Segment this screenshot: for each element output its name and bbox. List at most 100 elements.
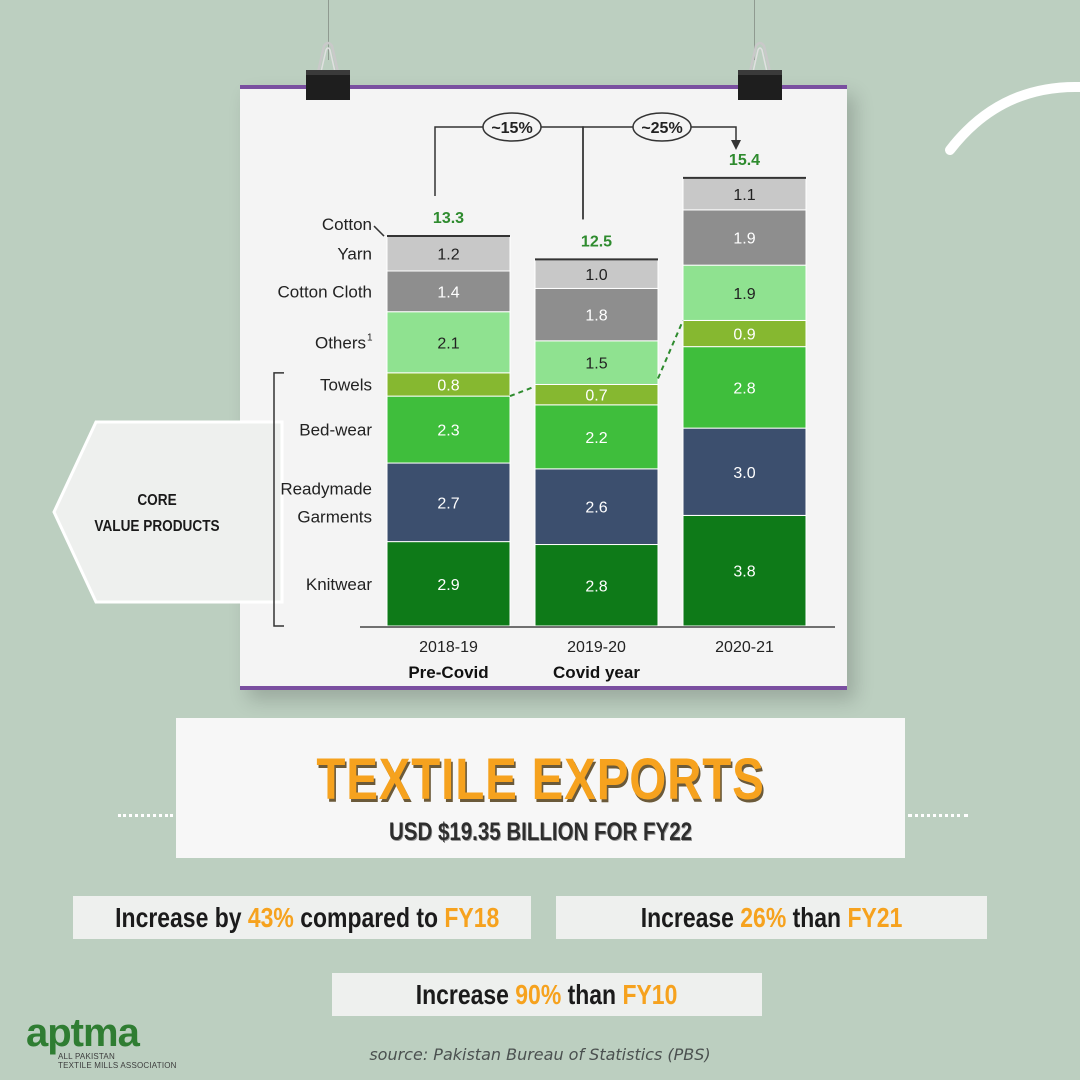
title-box: TEXTILE EXPORTS USD $19.35 BILLION FOR F…: [176, 718, 905, 858]
bar-segment-others: [386, 311, 511, 374]
growth-oval: [482, 112, 542, 142]
bar-segment-yarn: [682, 177, 807, 211]
bar-segment-cotton-cloth: [682, 209, 807, 266]
bar-segment-others: [682, 264, 807, 321]
pill-text: Increase: [640, 902, 741, 933]
binder-clip-icon: [306, 41, 350, 100]
bar-segment-yarn: [534, 258, 659, 289]
series-label: Readymade: [280, 479, 372, 498]
data-label: 0.7: [585, 388, 607, 405]
series-label: Bed-wear: [299, 421, 372, 440]
binder-clip-icon: [738, 41, 782, 100]
pill-text: than: [561, 979, 623, 1010]
data-label: 1.9: [733, 231, 755, 248]
growth-arrowhead: [731, 140, 741, 150]
pill-reference: FY18: [444, 902, 500, 933]
series-label: Yarn: [337, 245, 372, 264]
logo-subtitle-line2: TEXTILE MILLS ASSOCIATION: [58, 1061, 177, 1070]
page-title: TEXTILE EXPORTS: [316, 747, 765, 812]
core-label-line2: VALUE PRODUCTS: [94, 518, 220, 535]
stat-pill-fy18: Increase by 43% compared to FY18: [73, 896, 531, 939]
total-label: 13.3: [433, 210, 464, 227]
data-label: 2.8: [585, 578, 607, 595]
data-label: 1.1: [733, 187, 755, 204]
dotted-divider-right: [908, 814, 968, 817]
bar-segment-towels: [682, 319, 807, 348]
growth-oval: [632, 112, 692, 142]
hanging-string-left: [328, 0, 329, 60]
data-label: 2.2: [585, 430, 607, 447]
bar-segment-yarn: [386, 235, 511, 272]
data-label: 1.0: [585, 267, 607, 284]
bar-segment-readymade-garments: [386, 462, 511, 543]
pill-text: Increase: [416, 979, 516, 1010]
logo-wordmark: aptma: [26, 1011, 140, 1055]
data-label: 3.0: [733, 465, 755, 482]
pill-text: than: [786, 902, 848, 933]
total-label: 12.5: [581, 233, 612, 250]
growth-label: ~25%: [641, 120, 682, 137]
growth-label: ~15%: [491, 120, 532, 137]
core-bracket: [273, 372, 284, 627]
x-tick-label: 2019-20: [567, 639, 626, 656]
data-label: 0.9: [733, 327, 755, 344]
dotted-divider-left: [118, 814, 173, 817]
page-subtitle: USD $19.35 BILLION FOR FY22: [388, 818, 693, 846]
swoosh-decoration: [945, 81, 1080, 155]
bar-segment-bed-wear: [682, 346, 807, 429]
data-label: 2.9: [437, 577, 459, 594]
series-label: Others: [315, 333, 366, 352]
data-label: 1.9: [733, 286, 755, 303]
data-label: 3.8: [733, 564, 755, 581]
data-label: 1.2: [437, 247, 459, 264]
bar-segment-knitwear: [534, 544, 659, 627]
pill-text: Increase by: [115, 902, 248, 933]
series-label-superscript: 1: [367, 332, 373, 343]
core-value-label: CORE VALUE PRODUCTS: [93, 488, 221, 540]
bar-segment-readymade-garments: [534, 468, 659, 546]
total-label: 15.4: [729, 152, 760, 169]
stat-pill-fy21: Increase 26% than FY21: [556, 896, 987, 939]
series-label: Cotton: [322, 215, 372, 234]
pill-percent: 90%: [515, 979, 562, 1010]
data-label: 2.3: [437, 423, 459, 440]
stat-pill-fy10: Increase 90% than FY10: [332, 973, 762, 1016]
series-label: Garments: [297, 507, 372, 526]
bar-segment-cotton-cloth: [386, 270, 511, 313]
data-label: 2.1: [437, 335, 459, 352]
series-label: Towels: [320, 375, 372, 394]
bar-segment-others: [534, 340, 659, 385]
x-tick-sublabel: Covid year: [553, 663, 640, 682]
core-label-line1: CORE: [137, 492, 177, 509]
data-label: 1.5: [585, 356, 607, 373]
data-label: 2.7: [437, 495, 459, 512]
pill-text: compared to: [293, 902, 445, 933]
towels-connector: [509, 385, 536, 398]
aptma-logo: aptma ALL PAKISTAN TEXTILE MILLS ASSOCIA…: [26, 1011, 177, 1070]
bar-segment-knitwear: [386, 541, 511, 627]
x-tick-sublabel: Pre-Covid: [408, 663, 488, 682]
data-label: 0.8: [437, 377, 459, 394]
x-tick-label: 2020-21: [715, 639, 774, 656]
source-note: source: Pakistan Bureau of Statistics (P…: [369, 1045, 711, 1064]
hanging-string-right: [754, 0, 755, 60]
pill-percent: 26%: [740, 902, 787, 933]
logo-subtitle-line1: ALL PAKISTAN: [58, 1052, 115, 1061]
series-label: Knitwear: [306, 575, 372, 594]
data-label: 1.4: [437, 284, 459, 301]
bar-segment-bed-wear: [534, 404, 659, 470]
data-label: 1.8: [585, 308, 607, 325]
data-label: 2.6: [585, 500, 607, 517]
pill-reference: FY21: [847, 902, 903, 933]
bar-segment-readymade-garments: [682, 427, 807, 516]
core-value-pointer: [52, 420, 284, 604]
towels-connector: [657, 320, 684, 379]
pill-reference: FY10: [622, 979, 678, 1010]
series-label: Cotton Cloth: [278, 282, 373, 301]
pill-percent: 43%: [247, 902, 294, 933]
series-label-leader: [373, 225, 385, 237]
bar-segment-cotton-cloth: [534, 287, 659, 342]
data-label: 2.8: [733, 380, 755, 397]
x-tick-label: 2018-19: [419, 639, 478, 656]
